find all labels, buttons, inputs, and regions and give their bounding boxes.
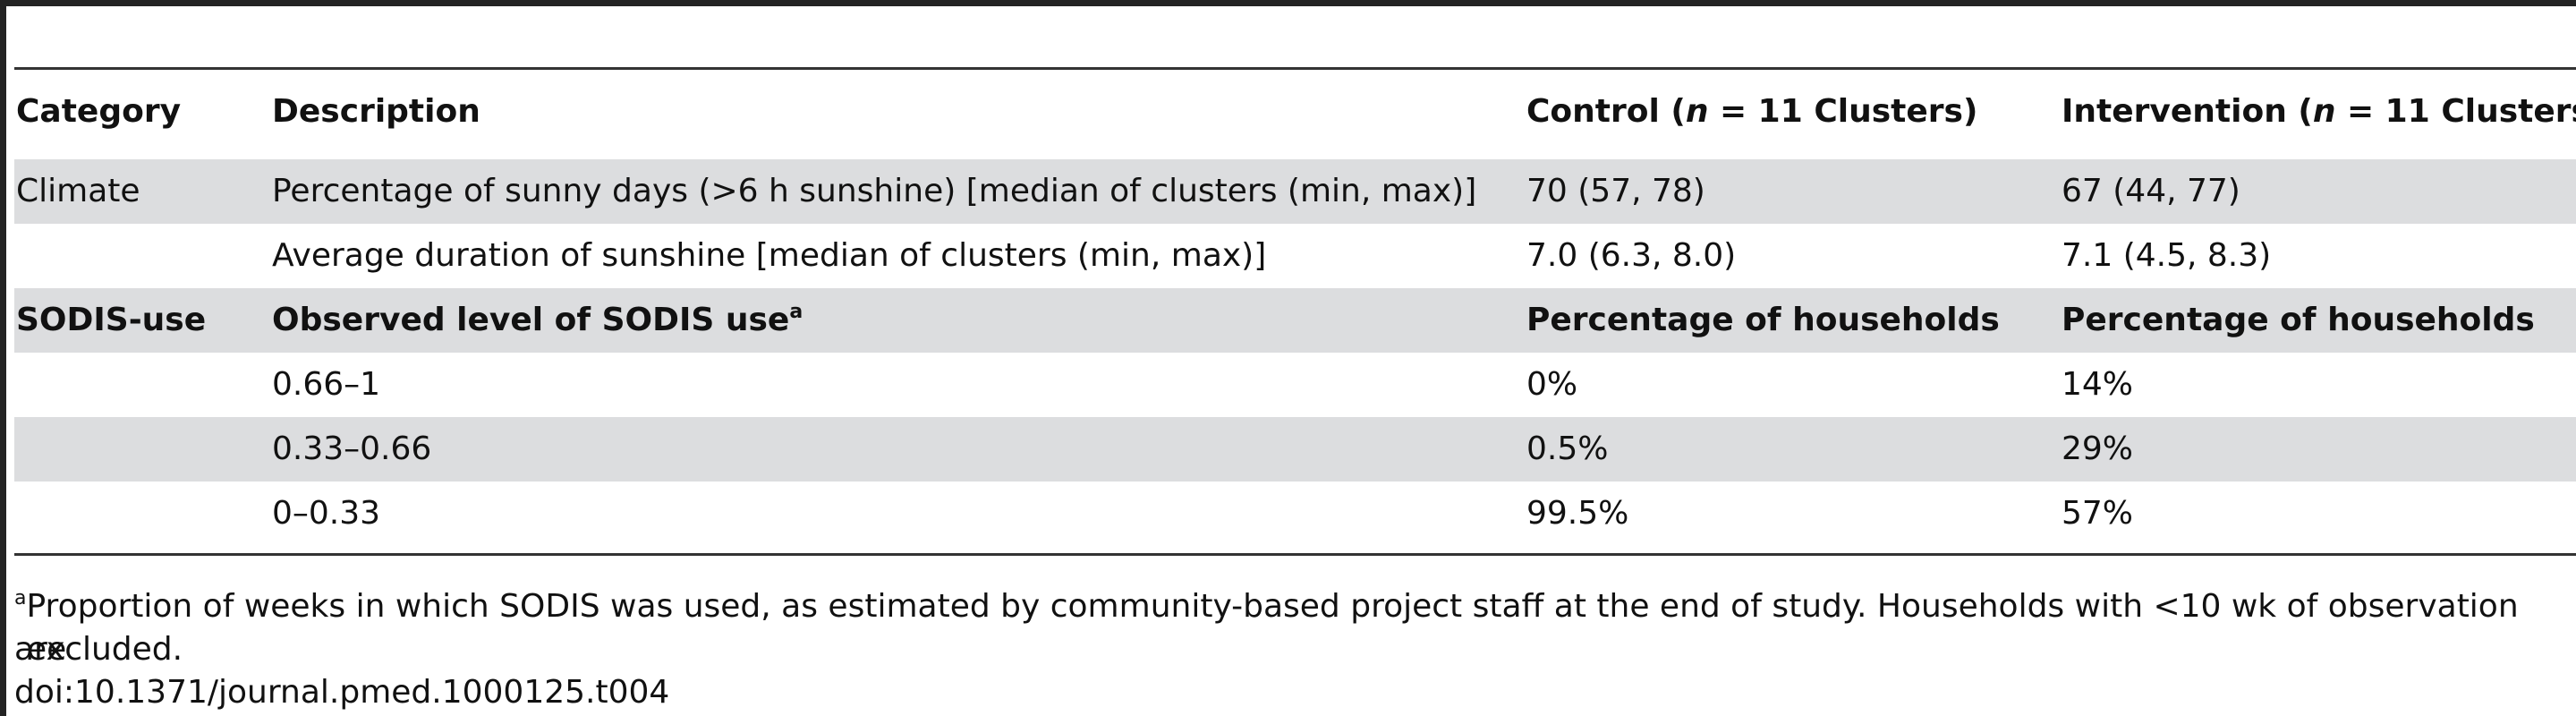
cell-description: 0.33–0.66 bbox=[272, 430, 432, 467]
cell-intervention: Percentage of households bbox=[2062, 302, 2535, 338]
cell-control: 0% bbox=[1526, 366, 1578, 403]
cell-intervention: 7.1 (4.5, 8.3) bbox=[2062, 237, 2272, 274]
header-description: Description bbox=[272, 93, 480, 130]
cell-description: Observed level of SODIS usea bbox=[272, 301, 803, 338]
cell-description: Percentage of sunny days (>6 h sunshine)… bbox=[272, 173, 1477, 209]
cell-control: 7.0 (6.3, 8.0) bbox=[1526, 237, 1737, 274]
footnote: aProportion of weeks in which SODIS was … bbox=[14, 585, 2576, 671]
cell-control: 99.5% bbox=[1526, 495, 1629, 532]
table-row: 0.66–1 0% 14% bbox=[14, 353, 2576, 417]
cell-description: 0.66–1 bbox=[272, 366, 381, 403]
footnote-line1: Proportion of weeks in which SODIS was u… bbox=[14, 588, 2519, 668]
footnote-line2: excluded. bbox=[27, 631, 183, 668]
table-row: Climate Percentage of sunny days (>6 h s… bbox=[14, 159, 2576, 224]
header-control: Control (n = 11 Clusters) bbox=[1526, 93, 1978, 130]
cell-description: Average duration of sunshine [median of … bbox=[272, 237, 1267, 274]
left-border bbox=[0, 0, 6, 716]
table-top-rule bbox=[14, 67, 2576, 70]
table-header-row: Category Description Control (n = 11 Clu… bbox=[14, 72, 2576, 152]
cell-control: 0.5% bbox=[1526, 430, 1609, 467]
top-border bbox=[0, 0, 2576, 6]
table-section-row: SODIS-use Observed level of SODIS usea P… bbox=[14, 288, 2576, 353]
table-row: Average duration of sunshine [median of … bbox=[14, 224, 2576, 288]
cell-control: Percentage of households bbox=[1526, 302, 2000, 338]
cell-intervention: 67 (44, 77) bbox=[2062, 173, 2240, 209]
cell-intervention: 29% bbox=[2062, 430, 2134, 467]
cell-category: Climate bbox=[16, 173, 140, 209]
table-bottom-rule bbox=[14, 553, 2576, 556]
doi-text: doi:10.1371/journal.pmed.1000125.t004 bbox=[14, 674, 670, 711]
header-intervention: Intervention (n = 11 Clusters) bbox=[2062, 93, 2576, 130]
cell-intervention: 14% bbox=[2062, 366, 2134, 403]
cell-intervention: 57% bbox=[2062, 495, 2134, 532]
table-row: 0–0.33 99.5% 57% bbox=[14, 482, 2576, 546]
header-category: Category bbox=[16, 93, 182, 130]
footnote-marker: a bbox=[789, 301, 803, 323]
footnote-marker: a bbox=[14, 587, 27, 609]
cell-category: SODIS-use bbox=[16, 302, 207, 338]
cell-control: 70 (57, 78) bbox=[1526, 173, 1705, 209]
table-row: 0.33–0.66 0.5% 29% bbox=[14, 417, 2576, 482]
cell-description: 0–0.33 bbox=[272, 495, 381, 532]
